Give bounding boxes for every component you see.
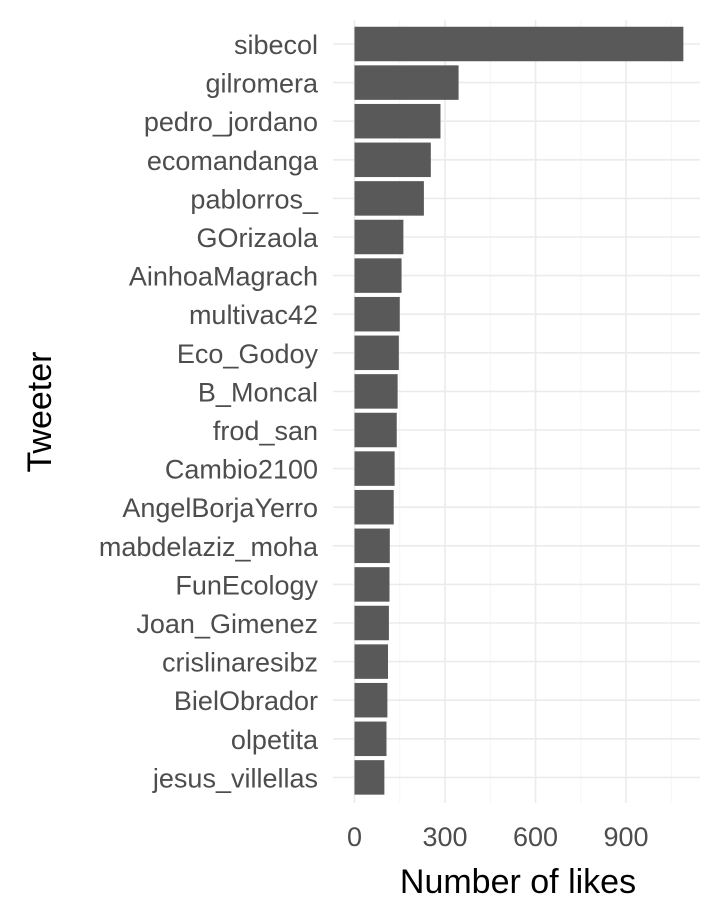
- bar-AinhoaMagrach: [354, 258, 402, 293]
- bar-olpetita: [354, 721, 387, 757]
- x-tick-label: 600: [513, 822, 558, 852]
- y-tick-label: olpetita: [231, 725, 319, 755]
- bar-ecomandanga: [354, 142, 431, 178]
- bar-BielObrador: [354, 682, 388, 718]
- bar-Joan_Gimenez: [354, 605, 389, 641]
- y-tick-label: pablorros_: [190, 184, 319, 214]
- y-tick-label: Joan_Gimenez: [136, 609, 318, 639]
- bar-mabdelaziz_moha: [354, 528, 390, 564]
- y-tick-label: BielObrador: [174, 686, 318, 716]
- y-tick-label: FunEcology: [175, 570, 318, 600]
- bar-sibecol: [354, 26, 684, 62]
- y-tick-label: frod_san: [213, 416, 318, 446]
- bar-GOrizaola: [354, 219, 404, 255]
- y-tick-label: multivac42: [189, 300, 318, 330]
- y-tick-label: Cambio2100: [165, 455, 318, 485]
- y-tick-label: pedro_jordano: [144, 107, 318, 137]
- bar-jesus_villellas: [354, 760, 385, 795]
- bars: [354, 26, 684, 795]
- y-tick-label: jesus_villellas: [152, 763, 318, 793]
- bar-FunEcology: [354, 567, 390, 602]
- y-axis-title: Tweeter: [21, 352, 59, 473]
- y-tick-label: AinhoaMagrach: [129, 262, 318, 292]
- bar-crislinaresibz: [354, 644, 388, 679]
- y-tick-label: ecomandanga: [147, 146, 319, 176]
- bar-Cambio2100: [354, 451, 395, 486]
- y-tick-label: gilromera: [205, 69, 319, 99]
- x-axis-title: Number of likes: [400, 863, 636, 901]
- bar-AngelBorjaYerro: [354, 489, 394, 525]
- x-tick-label: 300: [422, 822, 467, 852]
- bar-Eco_Godoy: [354, 335, 399, 371]
- y-tick-label: crislinaresibz: [162, 648, 318, 678]
- bar-gilromera: [354, 65, 459, 100]
- y-tick-label: B_Moncal: [198, 377, 318, 407]
- y-tick-labels: sibecol gilromera pedro_jordano ecomandanga…: [99, 30, 319, 793]
- y-tick-label: AngelBorjaYerro: [122, 493, 318, 523]
- y-tick-label: GOrizaola: [196, 223, 319, 253]
- bar-pablorros_: [354, 181, 424, 216]
- bar-B_Moncal: [354, 374, 398, 409]
- y-tick-label: Eco_Godoy: [177, 339, 319, 369]
- y-tick-label: mabdelaziz_moha: [99, 532, 319, 562]
- bar-pedro_jordano: [354, 103, 441, 139]
- y-tick-label: sibecol: [234, 30, 318, 60]
- x-tick-label: 900: [603, 822, 648, 852]
- bar-multivac42: [354, 296, 400, 332]
- bar-frod_san: [354, 412, 397, 448]
- x-tick-label: 0: [347, 822, 362, 852]
- x-tick-labels: 0 300 600 900: [347, 822, 649, 852]
